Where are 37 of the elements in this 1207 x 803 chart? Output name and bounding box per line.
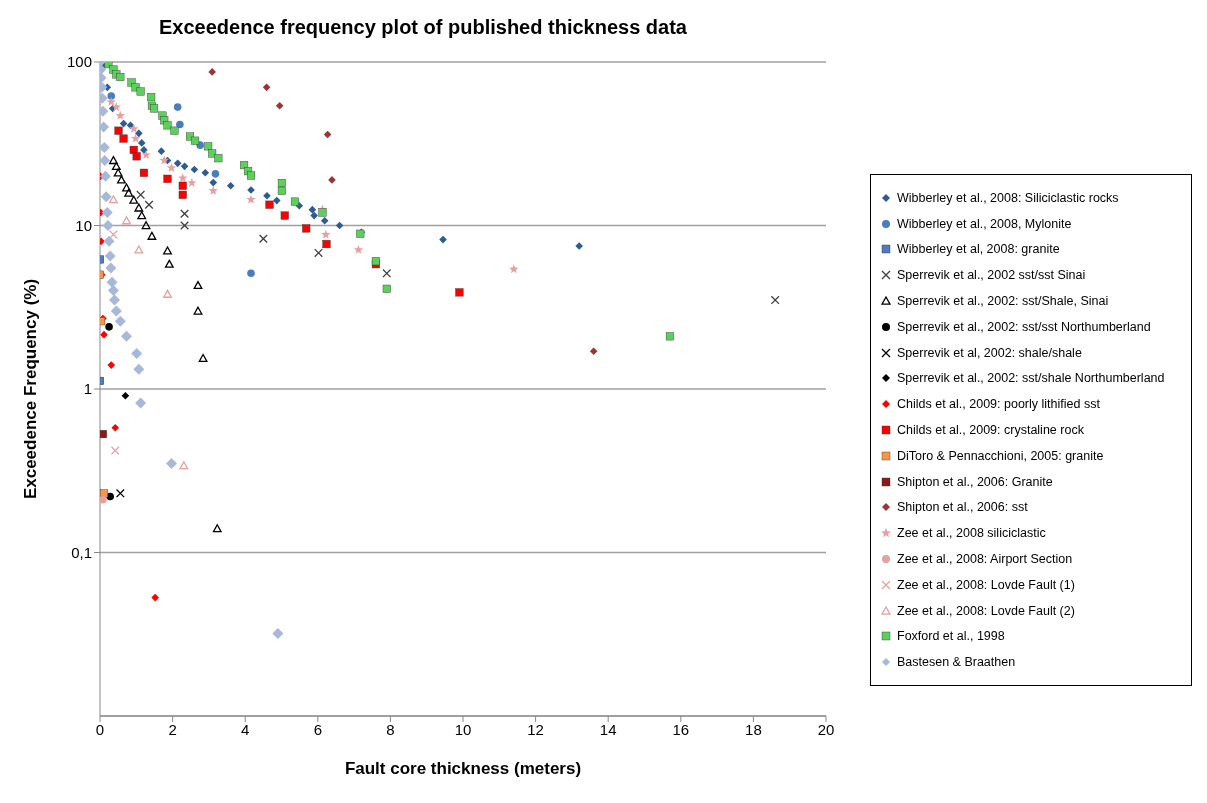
chart-title: Exceedence frequency plot of published thickness data <box>158 16 688 39</box>
x-axis-title: Fault core thickness (meters) <box>344 759 582 778</box>
x-tick-label: 2 <box>168 720 177 738</box>
legend-label: Sperrevik et al., 2002: sst/sst Northumberland <box>897 319 1151 334</box>
legend-label: Zee et al., 2008 siliciclastic <box>897 526 1046 541</box>
legend-label: Zee et al., 2008: Airport Section <box>897 552 1073 567</box>
legend-label: Wibberley et al., 2008: Siliciclastic rocks <box>897 190 1119 205</box>
legend-label: Shipton et al., 2006: sst <box>897 500 1028 515</box>
y-tick-label: 100 <box>66 53 92 71</box>
x-tick-label: 20 <box>817 720 835 738</box>
legend-label: Sperrevik et al., 2002: sst/Shale, Sinai <box>897 294 1109 309</box>
y-axis-title: Exceedence Frequency (%) <box>21 278 41 500</box>
legend-label: Sperrevik et al., 2002: sst/shale Northumberland <box>897 371 1165 386</box>
legend-label: Sperrevik et al, 2002: shale/shale <box>897 345 1082 360</box>
x-tick-label: 6 <box>313 720 322 738</box>
legend-label: Bastesen & Braathen <box>897 655 1016 670</box>
y-tick-label: 10 <box>75 216 92 234</box>
legend-label: Foxford et al., 1998 <box>897 629 1005 644</box>
legend-label: Zee et al., 2008: Lovde Fault (1) <box>897 577 1075 592</box>
legend-label: Wibberley et al, 2008: granite <box>897 242 1060 257</box>
x-tick-label: 10 <box>454 720 472 738</box>
x-tick-label: 0 <box>95 720 105 738</box>
y-tick-label: 0,1 <box>71 543 92 561</box>
legend-label: Zee et al., 2008: Lovde Fault (2) <box>897 603 1075 618</box>
legend-label: Shipton et al., 2006: Granite <box>897 474 1053 489</box>
x-tick-label: 18 <box>745 720 762 738</box>
y-tick-label: 1 <box>83 380 92 398</box>
x-tick-label: 14 <box>599 720 617 738</box>
legend-label: Wibberley et al., 2008, Mylonite <box>897 216 1072 231</box>
legend-label: DiToro & Pennacchioni, 2005: granite <box>897 448 1104 463</box>
legend-label: Sperrevik et al., 2002 sst/sst Sinai <box>897 268 1086 283</box>
legend-label: Childs et al., 2009: poorly lithified sst <box>897 397 1100 412</box>
x-tick-label: 8 <box>386 720 395 738</box>
x-tick-label: 12 <box>527 720 544 738</box>
x-tick-label: 4 <box>241 720 250 738</box>
x-tick-label: 16 <box>672 720 690 738</box>
legend-label: Childs et al., 2009: crystaline rock <box>897 423 1084 438</box>
